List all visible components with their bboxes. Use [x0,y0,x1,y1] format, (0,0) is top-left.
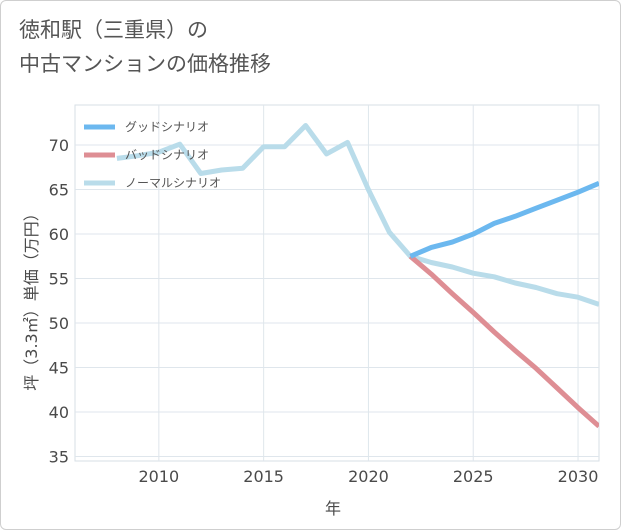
y-tick-label: 60 [49,225,69,244]
y-tick-label: 45 [49,359,69,378]
x-tick-label: 2010 [138,467,179,486]
series-line-1 [408,254,599,429]
legend-label: バッドシナリオ [125,148,209,162]
chart-title-line-2: 中古マンションの価格推移 [19,52,271,76]
x-tick-label: 2030 [558,467,599,486]
y-tick-label: 70 [49,136,69,155]
y-axis-label: 坪（3.3㎡）単価（万円） [22,205,41,390]
series-line-0 [409,180,599,259]
y-tick-label: 40 [49,403,69,422]
series-line-2 [116,123,599,307]
plot-area [74,104,600,462]
legend-label: グッドシナリオ [125,120,209,134]
y-tick-label: 35 [49,448,69,467]
x-tick-label: 2015 [243,467,284,486]
chart-title-line-1: 徳和駅（三重県）の [19,18,208,42]
chart-title: 徳和駅（三重県）の 中古マンションの価格推移 [19,13,271,81]
y-tick-label: 50 [49,314,69,333]
x-tick-label: 2020 [348,467,389,486]
x-axis-label: 年 [325,499,341,518]
y-tick-label: 65 [49,181,69,200]
legend-label: ノーマルシナリオ [125,176,221,190]
y-tick-label: 55 [49,270,69,289]
x-tick-label: 2025 [453,467,494,486]
